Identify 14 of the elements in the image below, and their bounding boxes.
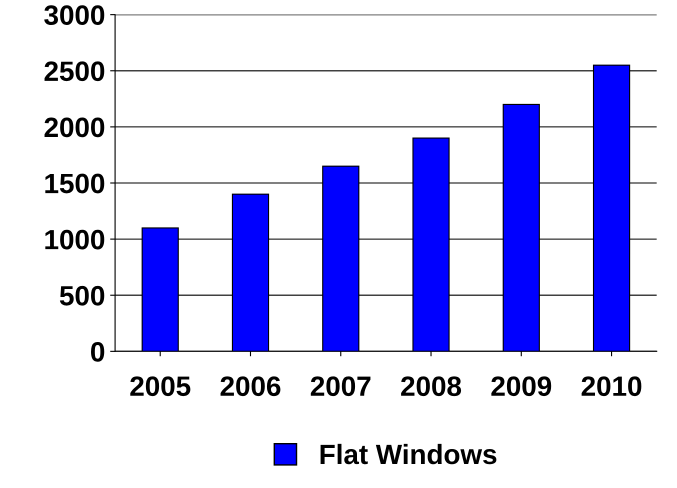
y-tick-label: 500 (60, 286, 104, 306)
legend-label: Flat Windows (320, 444, 496, 464)
y-tick-label: 1000 (45, 230, 104, 250)
x-tick-label: 2010 (582, 376, 642, 396)
x-tick-label: 2006 (220, 376, 280, 396)
y-tick-label: 2500 (44, 61, 104, 82)
y-tick-label: 2000 (44, 118, 104, 138)
y-tick-label: 0 (91, 342, 104, 362)
y-tick-label: 3000 (44, 5, 104, 26)
y-tick-label: 1500 (45, 174, 104, 194)
x-tick-label: 2009 (491, 376, 552, 396)
x-tick-label: 2008 (401, 376, 462, 396)
x-tick-label: 2005 (130, 376, 190, 396)
x-tick-label: 2007 (310, 376, 370, 396)
